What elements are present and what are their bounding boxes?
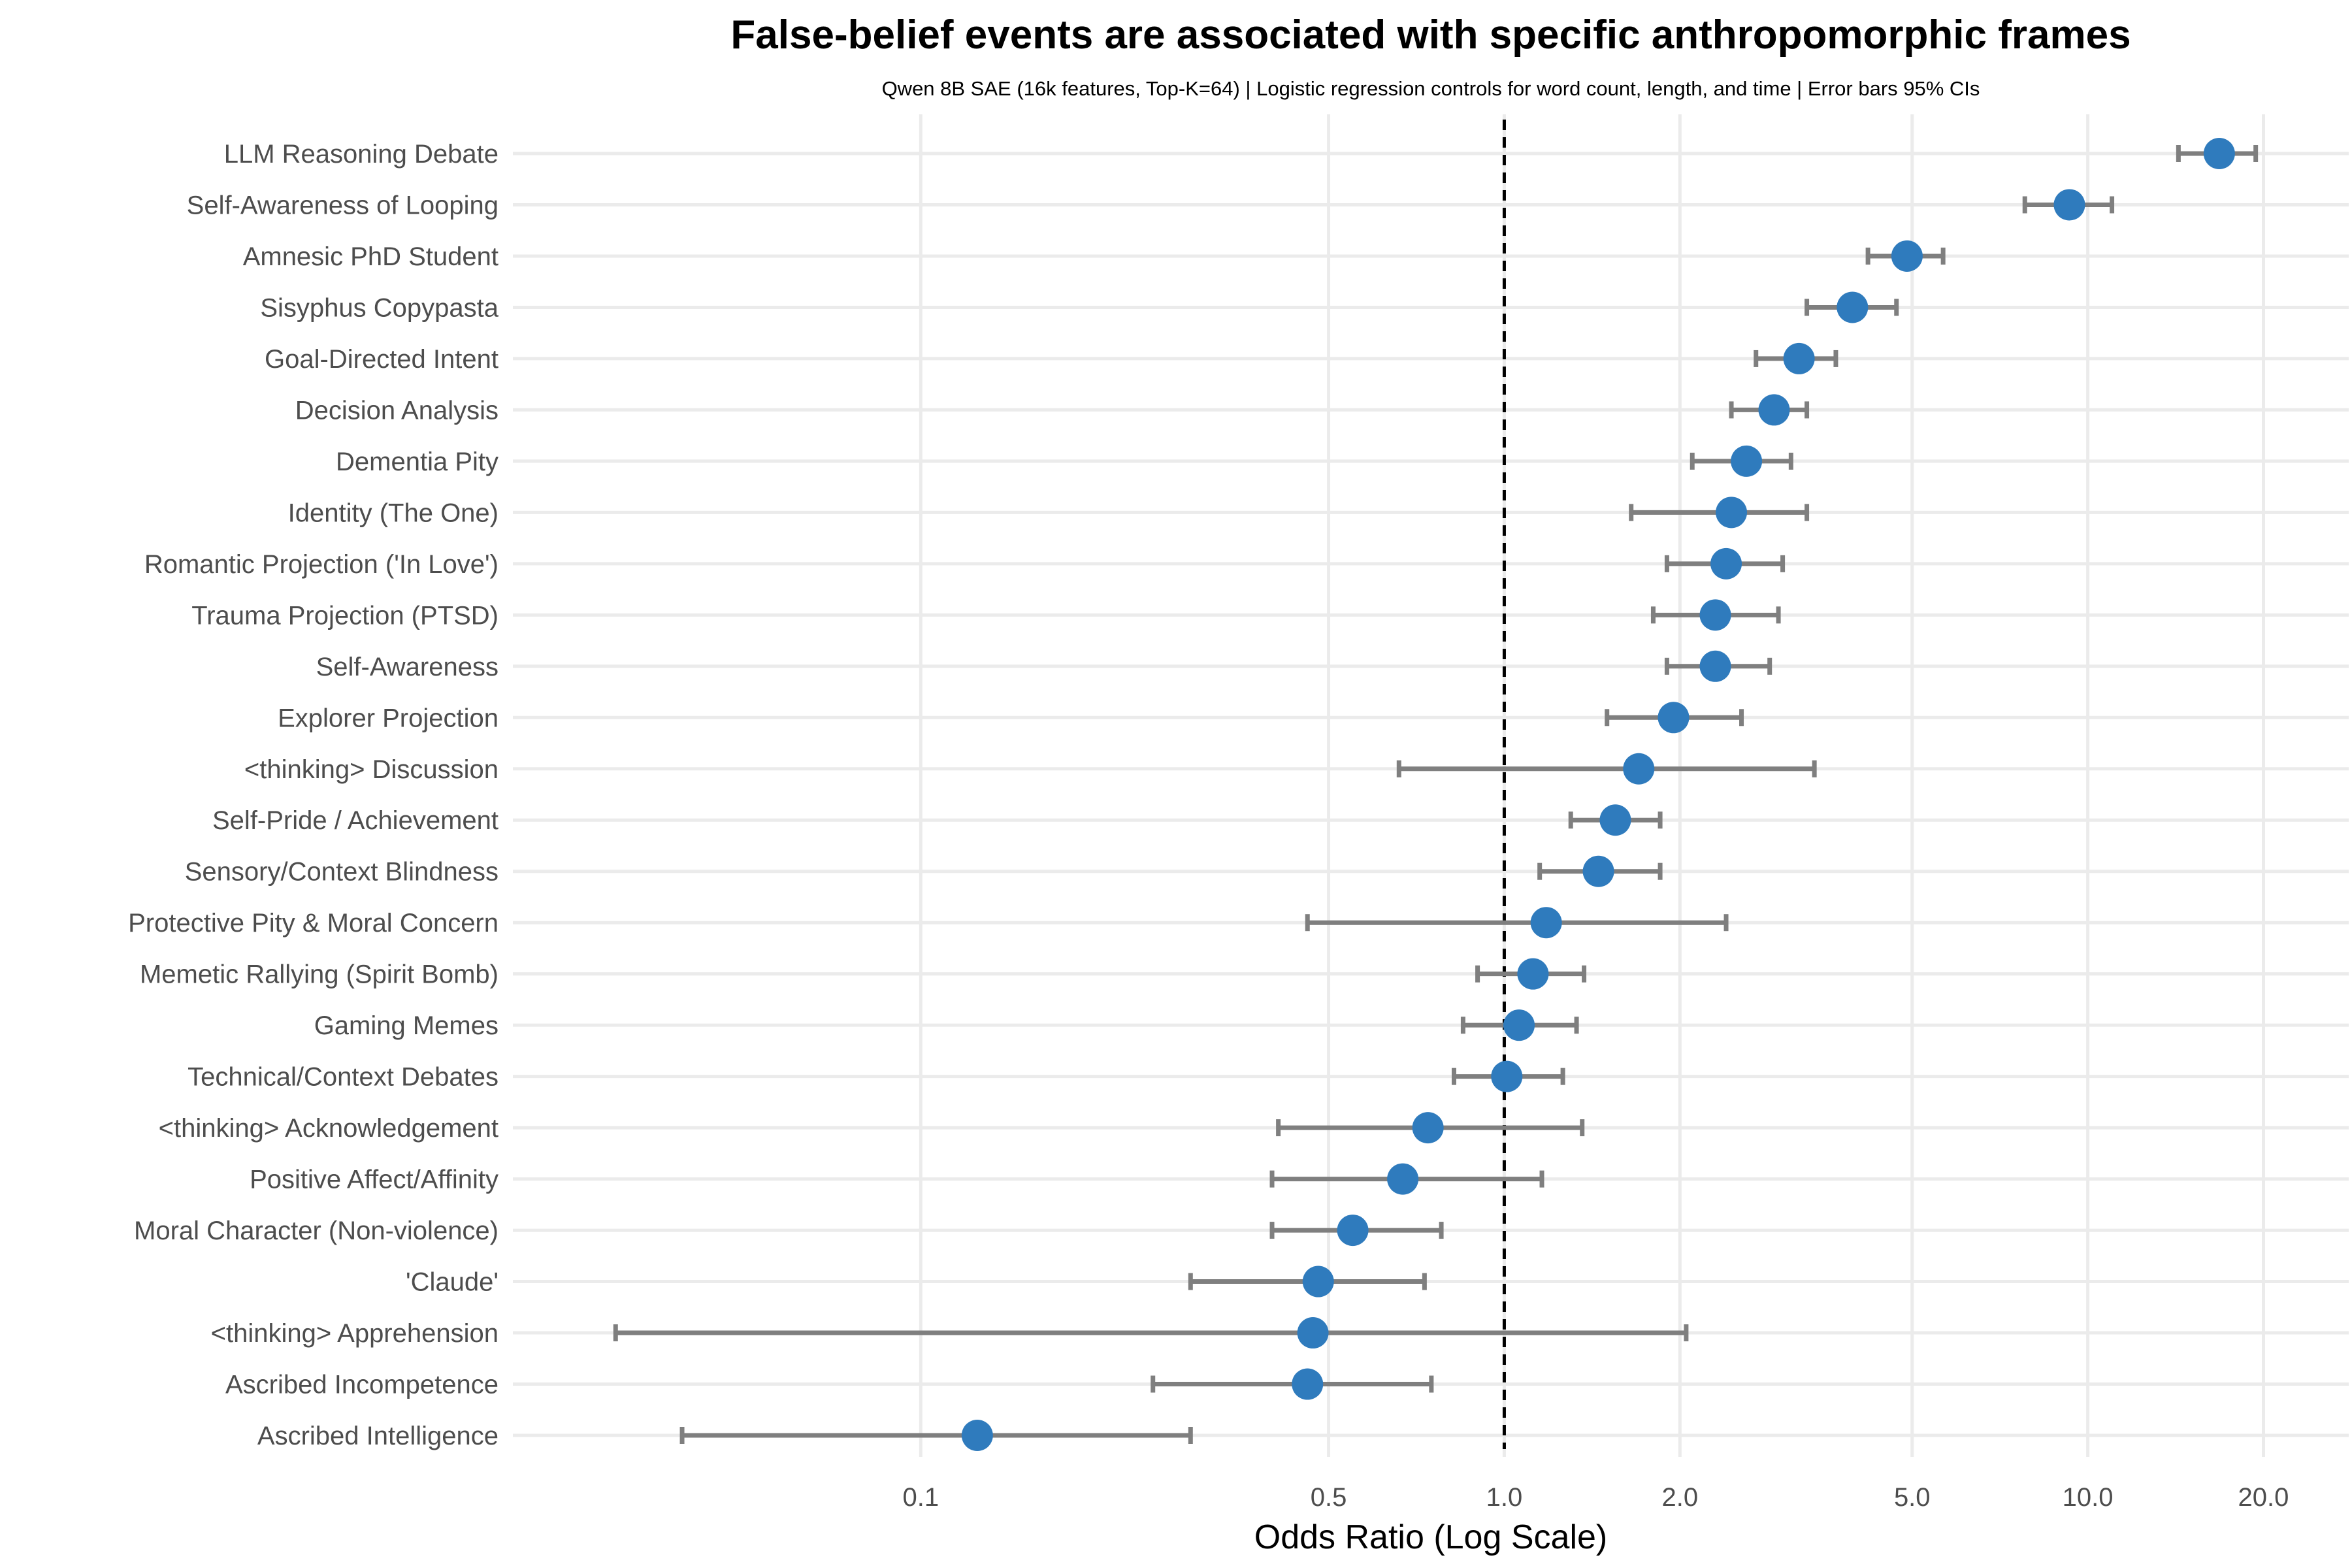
y-tick-label-positive-affect-affinity: Positive Affect/Affinity <box>250 1166 498 1194</box>
point-trauma-projection-ptsd <box>1699 599 1731 631</box>
y-tick-label-thinking-apprehension: <thinking> Apprehension <box>211 1319 498 1348</box>
chart-title: False-belief events are associated with … <box>730 12 2131 57</box>
point-self-awareness <box>1699 650 1731 682</box>
y-tick-label-thinking-discussion: <thinking> Discussion <box>244 755 498 784</box>
point-goal-directed-intent <box>1783 342 1815 374</box>
point-protective-pity-moral-concern <box>1530 907 1562 939</box>
y-tick-label-moral-character-non-violence: Moral Character (Non-violence) <box>134 1217 498 1245</box>
y-tick-label-sisyphus-copypasta: Sisyphus Copypasta <box>260 293 498 322</box>
point-sensory-context-blindness <box>1582 855 1614 887</box>
confidence-intervals <box>613 145 2259 1444</box>
point-ascribed-incompetence <box>1292 1368 1324 1400</box>
y-tick-label-explorer-projection: Explorer Projection <box>278 704 498 732</box>
point-identity-the-one <box>1716 497 1748 529</box>
y-tick-label-protective-pity-moral-concern: Protective Pity & Moral Concern <box>128 909 498 938</box>
y-tick-label-technical-context-debates: Technical/Context Debates <box>188 1063 498 1092</box>
y-tick-label-ascribed-incompetence: Ascribed Incompetence <box>225 1371 498 1399</box>
y-tick-label-ascribed-intelligence: Ascribed Intelligence <box>257 1422 498 1450</box>
point-romantic-projection-in-love <box>1710 547 1742 580</box>
y-tick-label-self-awareness-of-looping: Self-Awareness of Looping <box>187 191 498 220</box>
y-tick-label-amnesic-phd-student: Amnesic PhD Student <box>243 242 498 271</box>
y-tick-label-thinking-acknowledgement: <thinking> Acknowledgement <box>159 1114 498 1143</box>
point-dementia-pity <box>1731 445 1763 477</box>
point-memetic-rallying-spirit-bomb <box>1517 958 1549 990</box>
point-technical-context-debates <box>1491 1060 1523 1092</box>
point-amnesic-phd-student <box>1891 240 1923 272</box>
point-self-awareness-of-looping <box>2053 189 2085 221</box>
point-llm-reasoning-debate <box>2203 138 2235 169</box>
point-explorer-projection <box>1658 702 1690 734</box>
x-axis-ticks: 0.1 0.5 1.0 2.0 5.0 10.0 20.0 <box>902 1483 2289 1512</box>
y-tick-label-self-pride-achievement: Self-Pride / Achievement <box>212 806 498 835</box>
x-tick-label: 20.0 <box>2238 1483 2289 1512</box>
chart-subtitle: Qwen 8B SAE (16k features, Top-K=64) | L… <box>882 77 1980 100</box>
y-tick-label-claude: 'Claude' <box>406 1268 498 1297</box>
x-tick-label: 0.1 <box>902 1483 939 1512</box>
y-tick-label-llm-reasoning-debate: LLM Reasoning Debate <box>224 140 498 169</box>
y-tick-label-sensory-context-blindness: Sensory/Context Blindness <box>185 858 498 887</box>
point-sisyphus-copypasta <box>1837 291 1869 323</box>
x-tick-label: 2.0 <box>1662 1483 1699 1512</box>
x-tick-label: 10.0 <box>2063 1483 2114 1512</box>
y-tick-label-gaming-memes: Gaming Memes <box>314 1011 498 1040</box>
y-tick-label-self-awareness: Self-Awareness <box>316 653 498 681</box>
y-tick-label-romantic-projection-in-love: Romantic Projection ('In Love') <box>144 550 498 579</box>
point-decision-analysis <box>1758 394 1790 426</box>
y-tick-label-dementia-pity: Dementia Pity <box>336 448 498 476</box>
y-tick-label-identity-the-one: Identity (The One) <box>288 498 498 527</box>
x-axis-label: Odds Ratio (Log Scale) <box>1254 1518 1608 1556</box>
y-tick-label-memetic-rallying-spirit-bomb: Memetic Rallying (Spirit Bomb) <box>140 960 498 989</box>
y-tick-label-goal-directed-intent: Goal-Directed Intent <box>265 345 498 374</box>
point-self-pride-achievement <box>1599 804 1631 836</box>
point-claude <box>1302 1266 1334 1298</box>
point-thinking-discussion <box>1623 753 1655 785</box>
gridlines <box>513 114 2349 1457</box>
x-tick-label: 0.5 <box>1311 1483 1347 1512</box>
x-tick-label: 1.0 <box>1486 1483 1523 1512</box>
y-tick-label-decision-analysis: Decision Analysis <box>295 396 498 425</box>
point-gaming-memes <box>1503 1009 1535 1041</box>
point-thinking-acknowledgement <box>1412 1112 1444 1144</box>
point-ascribed-intelligence <box>961 1420 993 1451</box>
point-thinking-apprehension <box>1297 1317 1329 1349</box>
x-tick-label: 5.0 <box>1894 1483 1931 1512</box>
point-moral-character-non-violence <box>1337 1215 1369 1247</box>
y-tick-label-trauma-projection-ptsd: Trauma Projection (PTSD) <box>191 601 498 630</box>
point-estimates <box>961 138 2235 1451</box>
y-axis-labels: LLM Reasoning Debate Self-Awareness of Lo… <box>128 140 499 1450</box>
point-positive-affect-affinity <box>1387 1163 1419 1195</box>
